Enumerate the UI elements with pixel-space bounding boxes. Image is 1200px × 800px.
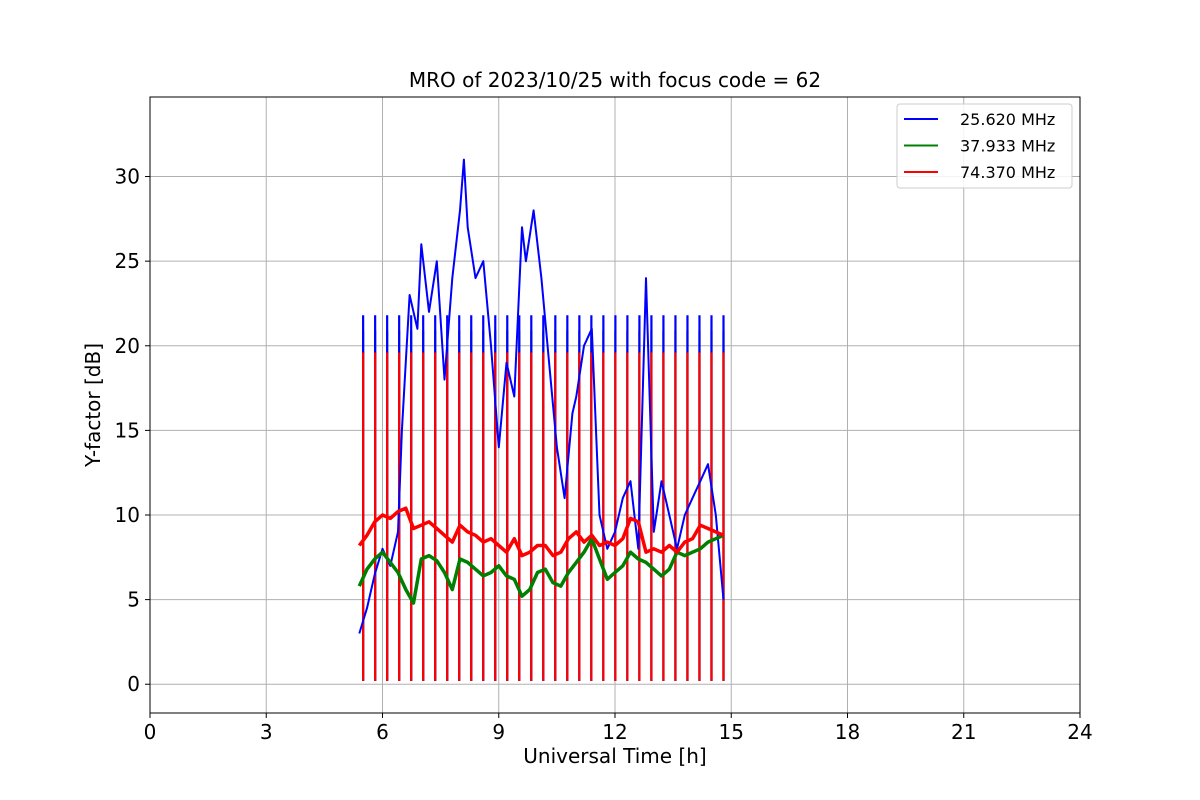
legend-label: 74.370 MHz (960, 163, 1055, 182)
x-tick-label: 3 (260, 720, 273, 744)
legend-label: 25.620 MHz (960, 110, 1055, 129)
x-tick-label: 9 (492, 720, 505, 744)
series-line-2 (357, 533, 725, 605)
x-tick-label: 0 (144, 720, 157, 744)
series-line-3 (357, 506, 725, 558)
y-tick-label: 10 (115, 503, 140, 527)
y-tick-label: 5 (127, 588, 140, 612)
y-tick-label: 20 (115, 334, 140, 358)
y-axis-label: Y-factor [dB] (81, 343, 105, 468)
chart-title: MRO of 2023/10/25 with focus code = 62 (409, 68, 821, 92)
x-tick-label: 6 (376, 720, 389, 744)
x-tick-label: 21 (951, 720, 976, 744)
x-tick-label: 18 (835, 720, 860, 744)
legend: 25.620 MHz 37.933 MHz 74.370 MHz (896, 103, 1073, 189)
legend-label: 37.933 MHz (960, 137, 1055, 156)
y-tick-label: 0 (127, 672, 140, 696)
y-tick-label: 15 (115, 418, 140, 442)
legend-box (896, 103, 1073, 189)
x-tick-label: 15 (719, 720, 744, 744)
y-tick-label: 25 (115, 249, 140, 273)
series-line-1 (358, 158, 725, 634)
x-tick-label: 12 (602, 720, 627, 744)
data-series (357, 158, 725, 634)
y-tick-label: 30 (115, 165, 140, 189)
x-tick-label: 24 (1067, 720, 1092, 744)
x-axis-label: Universal Time [h] (523, 744, 706, 768)
axis-ticks: 0 3 6 9 12 15 18 21 24 0 5 10 15 20 25 30 (115, 165, 1093, 744)
